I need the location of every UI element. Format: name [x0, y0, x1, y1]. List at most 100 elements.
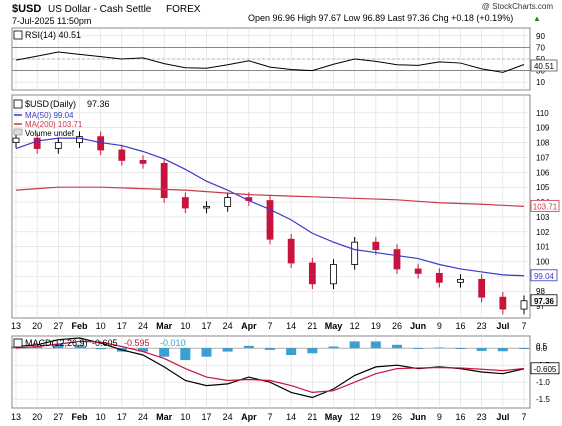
last-price-badge	[530, 294, 558, 307]
x-tick-label: 27	[53, 321, 63, 331]
ma50-legend-label: MA(50) 99.04	[25, 111, 74, 120]
chart-name: US Dollar - Cash Settle	[48, 4, 152, 15]
x-tick-label: 13	[11, 412, 21, 422]
macd-histogram-bar	[53, 343, 64, 349]
x-tick-label: Jul	[496, 412, 509, 422]
macd-histogram-bar	[497, 348, 508, 352]
candle-body	[308, 262, 316, 285]
x-tick-label: 9	[437, 412, 442, 422]
x-tick-label: 26	[392, 321, 402, 331]
price-tick-label: 106	[536, 168, 550, 177]
price-tick-label: 108	[536, 139, 550, 148]
x-tick-label: 21	[307, 412, 317, 422]
axis-labels: 131320202727FebFeb101017172424MarMar1010…	[11, 32, 550, 422]
rsi-line	[15, 51, 525, 73]
macd-line	[15, 337, 525, 399]
chart-symbol: $USD	[12, 3, 41, 15]
macd-histogram-bar	[32, 346, 43, 349]
x-tick-label: 14	[286, 412, 296, 422]
rsi-tick-label: 50	[536, 55, 545, 64]
x-tick-label: Feb	[71, 412, 88, 422]
rsi-badge	[530, 59, 558, 72]
candle-body	[499, 296, 507, 310]
macd-histogram-bar	[222, 348, 233, 352]
price-legend-period: (Daily)	[50, 99, 76, 109]
candle-body	[414, 268, 422, 274]
macd-histogram-bar	[455, 348, 466, 349]
macd-histogram-bar	[159, 348, 170, 357]
x-tick-label: 26	[392, 412, 402, 422]
macd-badge	[530, 362, 560, 375]
candle-body	[224, 197, 232, 207]
x-tick-label: 12	[350, 321, 360, 331]
macd-histogram-bar	[95, 348, 106, 350]
macd-legend-hist: -0.010	[160, 338, 186, 348]
ma200-line	[15, 186, 525, 207]
macd-histogram-bar	[180, 348, 191, 361]
x-tick-label: 24	[223, 321, 233, 331]
x-tick-label: 20	[32, 321, 42, 331]
macd-histogram-bar	[138, 348, 148, 352]
x-tick-label: 7	[521, 412, 526, 422]
price-tick-label: 100	[536, 258, 550, 267]
x-tick-label: 9	[437, 321, 442, 331]
x-tick-label: May	[325, 412, 343, 422]
macd-histogram-bar	[286, 348, 297, 355]
x-tick-label: Mar	[156, 412, 173, 422]
rsi-legend-label: RSI(14) 40.51	[25, 30, 81, 40]
macd-legend: MACD(12,26,9) -0.605 -0.595 -0.010	[13, 338, 186, 348]
x-tick-label: Jun	[410, 412, 426, 422]
signal-line	[15, 340, 525, 394]
watermark: @ StockCharts.com	[482, 2, 554, 11]
ma200-badge	[530, 199, 560, 212]
x-tick-label: May	[325, 321, 343, 331]
rsi-tick-label: 10	[536, 78, 545, 87]
price-panel	[11, 94, 531, 319]
chart-exchange: FOREX	[166, 4, 201, 15]
x-tick-label: Jun	[410, 321, 426, 331]
rsi-tick-label: 70	[536, 43, 545, 52]
macd-legend-swatch	[13, 338, 23, 348]
candle-body	[520, 300, 528, 310]
x-tick-label: 10	[180, 321, 190, 331]
candle-body	[478, 278, 486, 298]
x-tick-label: 27	[53, 412, 63, 422]
macd-histogram-bar	[243, 345, 254, 349]
ma200-badge-text: 103.71	[533, 202, 558, 211]
price-tick-label: 101	[536, 243, 550, 252]
x-tick-label: 19	[371, 321, 381, 331]
price-tick-label: 97	[536, 302, 545, 311]
chart-date: 7-Jul-2025 11:50pm	[12, 16, 91, 26]
macd-chart	[11, 337, 530, 399]
price-tick-label: 103	[536, 213, 550, 222]
rsi-chart	[12, 47, 530, 73]
price-legend-swatch	[13, 99, 23, 109]
price-chart	[12, 131, 528, 315]
macd-histogram-bar	[434, 347, 445, 349]
x-tick-label: 23	[477, 321, 487, 331]
candle-body	[181, 197, 189, 209]
price-tick-label: 110	[536, 109, 549, 118]
x-tick-label: 24	[223, 412, 233, 422]
x-tick-label: 12	[350, 412, 360, 422]
price-tick-label: 109	[536, 124, 550, 133]
macd-badge-text: -0.605	[534, 365, 557, 374]
value-badges: 40.51 103.71 99.04 97.36 -0.605	[530, 59, 560, 375]
macd-legend-label: MACD(12,26,9)	[25, 338, 88, 348]
macd-tick-label: -1.5	[536, 395, 550, 404]
x-tick-label: Apr	[241, 412, 257, 422]
x-tick-label: 10	[96, 321, 106, 331]
macd-histogram-bar	[349, 341, 360, 349]
price-legend-symbol: $USD	[25, 99, 50, 109]
macd-histogram-bar	[265, 348, 275, 350]
macd-legend-signal: -0.595	[124, 338, 150, 348]
volume-legend-swatch	[13, 128, 23, 136]
ma50-badge-text: 99.04	[534, 272, 555, 281]
x-tick-label: 7	[521, 321, 526, 331]
x-tick-label: 17	[201, 321, 211, 331]
macd-histogram-bar	[413, 348, 424, 349]
macd-legend-macd: -0.605	[92, 338, 118, 348]
price-tick-label: 107	[536, 153, 550, 162]
price-tick-label: 102	[536, 228, 550, 237]
